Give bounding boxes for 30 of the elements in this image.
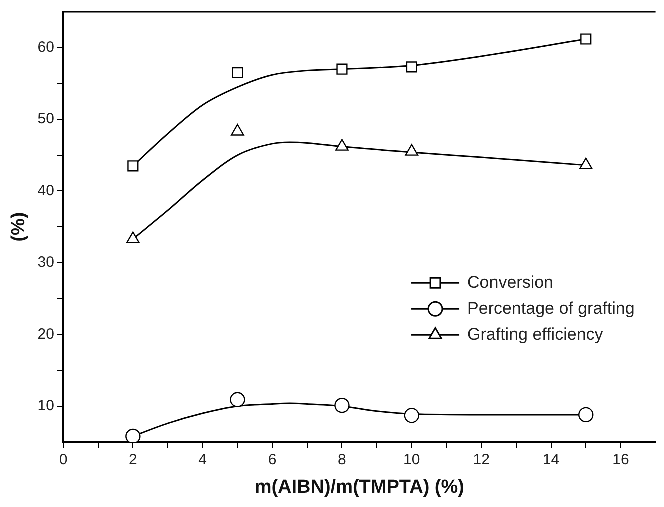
y-tick-label: 60 [38, 38, 54, 56]
y-tick-label: 20 [38, 326, 54, 343]
point [336, 64, 348, 75]
x-tick-label: 14 [542, 451, 560, 468]
point [232, 67, 244, 78]
point [578, 407, 594, 423]
x-axis-title: m(AIBN)/m(TMPTA) (%) [254, 476, 464, 498]
y-tick-label: 50 [38, 110, 54, 128]
x-tick-label: 4 [198, 451, 208, 468]
point [580, 34, 592, 45]
legend-label: Conversion [468, 272, 554, 292]
legend-label: Grafting efficiency [468, 324, 604, 344]
legend-label: Percentage of grafting [468, 298, 635, 318]
y-axis-title: (%) [8, 212, 30, 242]
point [230, 392, 246, 408]
point [404, 408, 420, 424]
x-tick-label: 8 [338, 451, 346, 468]
y-tick-label: 10 [38, 397, 54, 414]
x-tick-label: 6 [268, 451, 277, 468]
x-tick-label: 2 [128, 451, 138, 468]
point [126, 428, 141, 442]
point [128, 160, 139, 172]
y-tick-label: 40 [38, 182, 54, 200]
point [334, 398, 350, 414]
x-tick-label: 10 [404, 451, 420, 468]
x-tick-label: 0 [59, 451, 68, 468]
point [406, 62, 418, 73]
x-tick-label: 16 [612, 451, 630, 468]
y-tick-label: 30 [38, 254, 54, 272]
x-tick-label: 12 [473, 451, 490, 468]
